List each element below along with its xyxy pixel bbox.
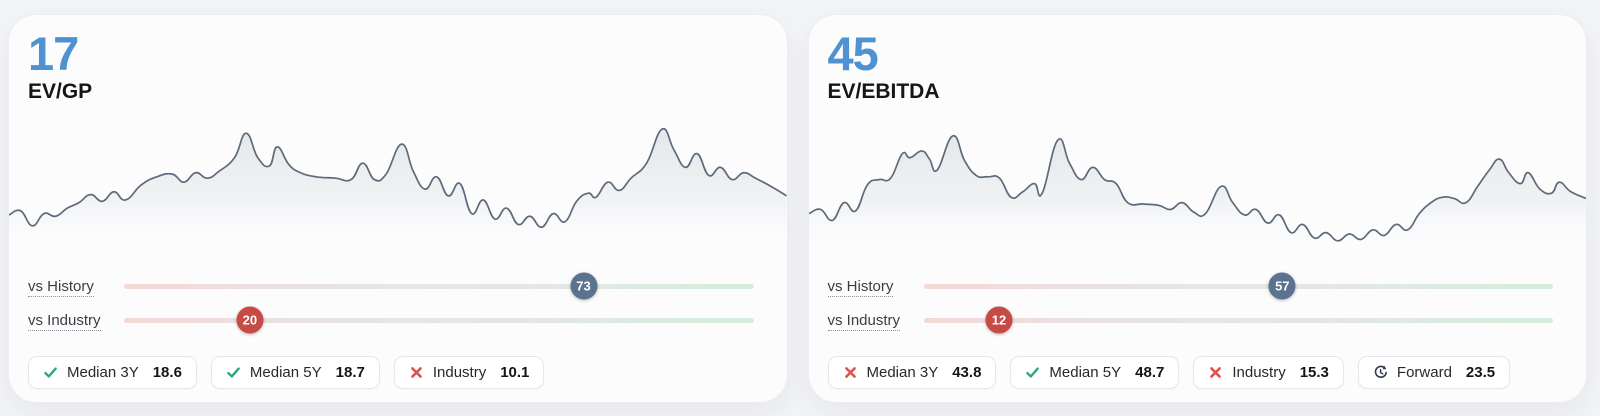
sparkline-svg <box>9 109 787 257</box>
sparkline-svg <box>808 109 1586 257</box>
slider-thumb-industry[interactable]: 12 <box>985 306 1013 334</box>
slider-label: vs Industry <box>28 311 124 331</box>
cross-icon <box>1208 365 1223 380</box>
metric-card-ev-gp: 17 EV/GP vs History 73 vs Industry 20 Me… <box>8 14 788 403</box>
slider-label-text[interactable]: vs History <box>827 277 894 297</box>
stat-chip-median-5y[interactable]: Median 5Y 18.7 <box>210 356 380 389</box>
slider-thumb-industry[interactable]: 20 <box>236 306 264 334</box>
metric-value: 45 <box>827 27 879 80</box>
stat-chip-industry[interactable]: Industry 15.3 <box>1193 356 1344 389</box>
metric-name: EV/GP <box>28 80 93 103</box>
chip-label: Forward <box>1396 364 1452 381</box>
slider-label: vs History <box>28 277 124 297</box>
chip-label: Median 3Y <box>866 364 939 381</box>
chip-value: 15.3 <box>1299 364 1329 381</box>
slider-label: vs Industry <box>827 311 924 331</box>
chip-label: Median 5Y <box>1049 364 1122 381</box>
sliders-section: vs History 57 vs Industry 12 <box>809 257 1587 337</box>
stat-chip-forward[interactable]: Forward 23.5 <box>1357 356 1511 389</box>
chip-value: 43.8 <box>952 364 982 381</box>
metric-name: EV/EBITDA <box>827 80 940 103</box>
slider-label-text[interactable]: vs Industry <box>827 311 901 331</box>
chip-value: 18.6 <box>152 364 182 381</box>
check-icon <box>226 365 241 380</box>
chip-label: Median 3Y <box>67 364 139 381</box>
cross-icon <box>843 365 858 380</box>
sparkline-chart <box>808 109 1586 257</box>
metric-value: 17 <box>28 27 79 80</box>
chip-label: Industry <box>1232 364 1286 381</box>
card-header: 17 EV/GP <box>9 15 787 104</box>
slider-row-history: vs History 73 <box>28 269 754 303</box>
stat-chip-median-3y[interactable]: Median 3Y 43.8 <box>827 356 997 389</box>
check-icon <box>43 365 58 380</box>
slider-label: vs History <box>827 277 924 297</box>
chips-row: Median 3Y 43.8 Median 5Y 48.7 Industry 1… <box>809 337 1587 389</box>
stat-chip-median-3y[interactable]: Median 3Y 18.6 <box>28 356 197 389</box>
sparkline-chart <box>9 109 787 257</box>
chip-value: 10.1 <box>500 364 530 381</box>
slider-row-industry: vs Industry 20 <box>28 303 754 337</box>
slider-track[interactable]: 12 <box>923 306 1553 334</box>
slider-label-text[interactable]: vs Industry <box>28 311 101 331</box>
slider-thumb-history[interactable]: 57 <box>1268 272 1296 300</box>
slider-thumb-history[interactable]: 73 <box>570 272 598 300</box>
cross-icon <box>409 365 424 380</box>
card-header: 45 EV/EBITDA <box>809 15 1587 104</box>
stat-chip-median-5y[interactable]: Median 5Y 48.7 <box>1010 356 1180 389</box>
chip-value: 48.7 <box>1135 364 1165 381</box>
slider-label-text[interactable]: vs History <box>28 277 94 297</box>
slider-track[interactable]: 20 <box>124 306 754 334</box>
metric-card-ev-ebitda: 45 EV/EBITDA vs History 57 vs Industry 1… <box>807 14 1587 403</box>
forward-icon <box>1373 365 1388 380</box>
chip-label: Industry <box>432 364 487 381</box>
slider-row-history: vs History 57 <box>827 269 1553 303</box>
slider-track[interactable]: 57 <box>923 272 1553 300</box>
sliders-section: vs History 73 vs Industry 20 <box>9 257 787 337</box>
chip-value: 18.7 <box>335 364 365 381</box>
check-icon <box>1025 365 1040 380</box>
chip-label: Median 5Y <box>249 364 322 381</box>
chip-value: 23.5 <box>1465 364 1496 381</box>
slider-row-industry: vs Industry 12 <box>827 303 1553 337</box>
stat-chip-industry[interactable]: Industry 10.1 <box>393 356 545 389</box>
slider-track[interactable]: 73 <box>124 272 754 300</box>
chips-row: Median 3Y 18.6 Median 5Y 18.7 Industry 1… <box>9 337 787 389</box>
